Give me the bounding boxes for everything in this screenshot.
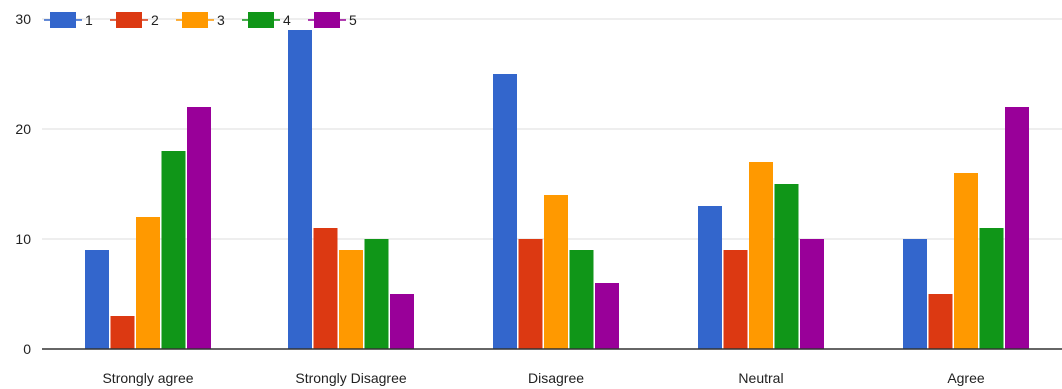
bar <box>698 206 722 349</box>
bars <box>85 30 1029 349</box>
y-tick-label: 30 <box>15 11 31 27</box>
bar <box>749 162 773 349</box>
legend-label: 2 <box>151 12 159 28</box>
bar <box>954 173 978 349</box>
legend-swatch <box>182 12 208 28</box>
legend-label: 3 <box>217 12 225 28</box>
bar <box>187 107 211 349</box>
bar <box>518 239 543 349</box>
y-tick-label: 20 <box>15 121 31 137</box>
bar <box>569 250 594 349</box>
legend-swatch <box>116 12 142 28</box>
legend-item: 4 <box>242 12 291 28</box>
bar <box>493 74 517 349</box>
bar <box>774 184 799 349</box>
legend-item: 2 <box>110 12 159 28</box>
x-axis-tick-labels: Strongly agree Strongly Disagree Disagree N… <box>102 370 984 386</box>
legend: 1 2 3 4 5 <box>44 12 357 28</box>
x-tick-label: Disagree <box>528 370 584 386</box>
bar <box>313 228 338 349</box>
legend-item: 3 <box>176 12 225 28</box>
bar <box>85 250 109 349</box>
bar <box>364 239 389 349</box>
bar <box>595 283 619 349</box>
bar <box>800 239 824 349</box>
x-tick-label: Neutral <box>738 370 783 386</box>
legend-swatch <box>50 12 76 28</box>
legend-item: 5 <box>308 12 357 28</box>
legend-item: 1 <box>44 12 93 28</box>
bar <box>1005 107 1029 349</box>
bar <box>928 294 953 349</box>
bar <box>339 250 363 349</box>
legend-label: 5 <box>349 12 357 28</box>
bar <box>288 30 312 349</box>
legend-label: 4 <box>283 12 291 28</box>
x-tick-label: Agree <box>947 370 985 386</box>
legend-swatch <box>314 12 340 28</box>
bar <box>110 316 135 349</box>
y-tick-label: 10 <box>15 231 31 247</box>
bar <box>979 228 1004 349</box>
legend-label: 1 <box>85 12 93 28</box>
x-tick-label: Strongly Disagree <box>295 370 406 386</box>
bar <box>136 217 160 349</box>
bar <box>544 195 568 349</box>
legend-swatch <box>248 12 274 28</box>
y-tick-label: 0 <box>23 341 31 357</box>
bar <box>390 294 414 349</box>
x-tick-label: Strongly agree <box>102 370 193 386</box>
bar <box>723 250 748 349</box>
y-axis-tick-labels: 0 10 20 30 <box>15 11 31 357</box>
bar <box>903 239 927 349</box>
bar <box>161 151 186 349</box>
